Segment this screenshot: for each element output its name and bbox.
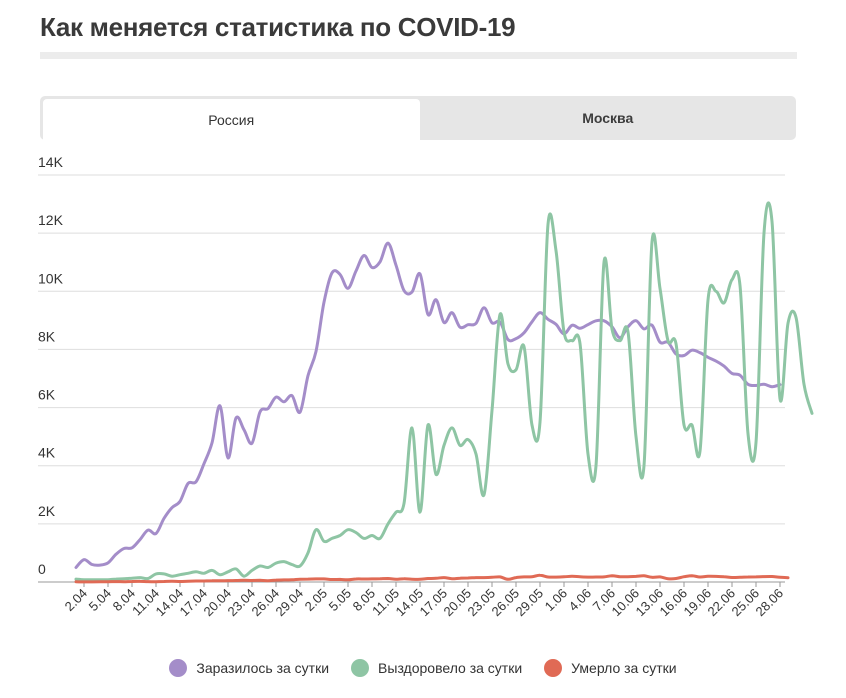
region-tabs: Россия Москва	[40, 96, 796, 140]
x-tick-label: 2.04	[62, 586, 91, 615]
title-divider	[40, 52, 797, 59]
chart-legend: Заразилось за сутки Выздоровело за сутки…	[0, 656, 846, 680]
page-title: Как меняется статистика по COVID-19	[40, 12, 516, 42]
series-line-deaths	[74, 573, 790, 584]
x-tick-label: 29.05	[513, 586, 547, 620]
chart-grid	[38, 174, 785, 583]
x-tick-label: 5.05	[326, 586, 355, 615]
y-tick-label: 12K	[38, 212, 64, 228]
y-tick-label: 6K	[38, 387, 56, 403]
x-axis: 2.045.048.0411.0414.0417.0420.0423.0426.…	[62, 582, 787, 620]
legend-item-recovered[interactable]: Выздоровело за сутки	[351, 656, 522, 680]
legend-label-deaths: Умерло за сутки	[571, 660, 677, 676]
x-tick-label: 2.05	[302, 586, 331, 615]
legend-label-infected: Заразилось за сутки	[196, 660, 330, 676]
y-axis: 0 2K 4K 6K 8K 10K 12K 14K	[38, 154, 64, 577]
legend-item-deaths[interactable]: Умерло за сутки	[544, 656, 677, 680]
x-tick-label: 28.06	[753, 586, 787, 620]
x-tick-label: 1.06	[542, 586, 571, 615]
legend-marker-infected	[169, 659, 188, 677]
legend-marker-deaths	[544, 659, 563, 677]
tab-moscow[interactable]: Москва	[582, 110, 634, 126]
y-tick-label: 4K	[38, 445, 56, 461]
series-line-infected	[74, 241, 782, 569]
tab-russia[interactable]: Россия	[43, 99, 420, 140]
legend-item-infected[interactable]: Заразилось за сутки	[169, 656, 329, 680]
legend-marker-recovered	[351, 659, 370, 677]
y-tick-label: 8K	[38, 328, 56, 344]
series-line-recovered	[74, 201, 814, 582]
x-tick-label: 4.06	[566, 586, 595, 615]
y-tick-label: 0	[38, 561, 46, 577]
x-tick-label: 5.04	[86, 586, 115, 615]
legend-label-recovered: Выздоровело за сутки	[378, 660, 523, 676]
y-tick-label: 14K	[38, 154, 64, 170]
x-tick-label: 29.04	[273, 586, 307, 620]
chart-series	[74, 201, 814, 584]
y-tick-label: 2K	[38, 503, 56, 519]
y-tick-label: 10K	[38, 270, 64, 286]
covid-line-chart: 0 2K 4K 6K 8K 10K 12K 14K 2.045.048.0411.0414.0…	[38, 154, 814, 620]
